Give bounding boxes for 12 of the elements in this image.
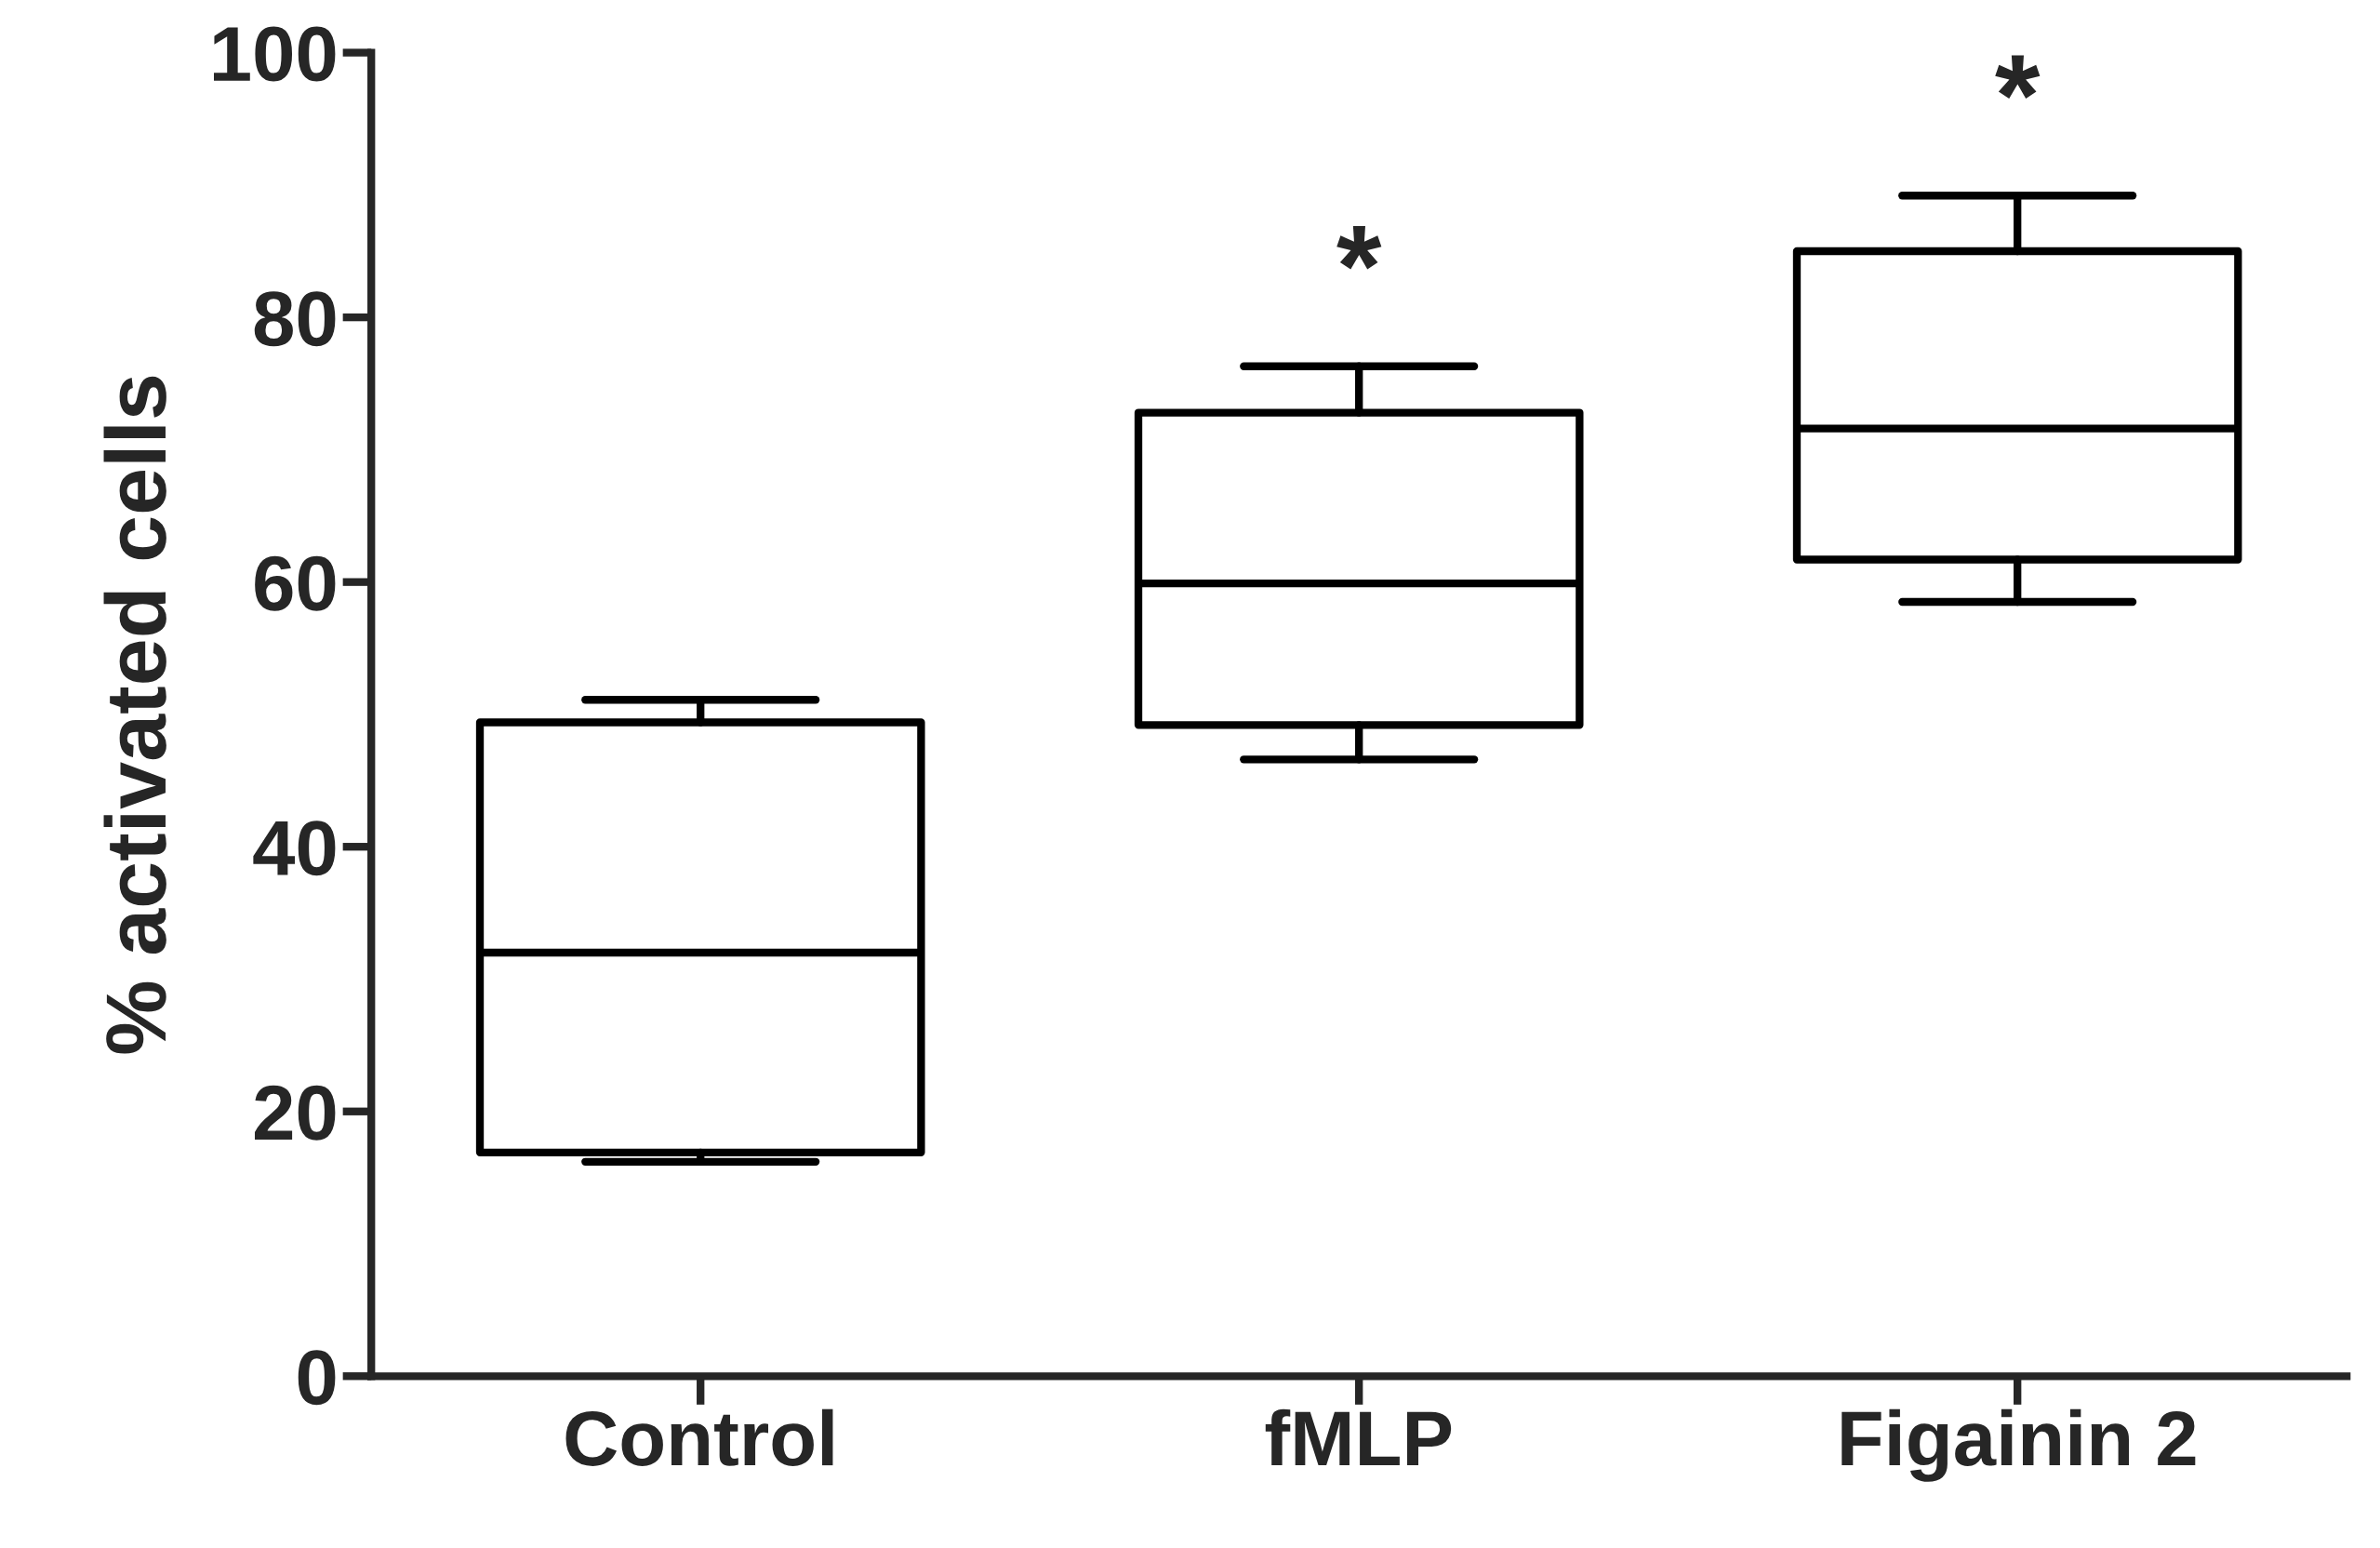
y-axis-title: % activated cells [103,376,166,1054]
x-tick-label: Figainin 2 [1842,1408,2196,1482]
x-tick-label: fMLP [1265,1408,1452,1466]
y-tick-label: 0 [298,1350,336,1406]
y-tick-label: 40 [253,821,336,876]
y-tick-label: 20 [255,1085,336,1141]
x-tick-label: Control [565,1408,833,1466]
y-tick-label: 60 [255,555,336,611]
y-tick-label: 100 [214,26,336,82]
annotation: * [1336,225,1382,270]
y-tick-label: 80 [254,291,336,347]
annotation: * [1995,55,2041,99]
